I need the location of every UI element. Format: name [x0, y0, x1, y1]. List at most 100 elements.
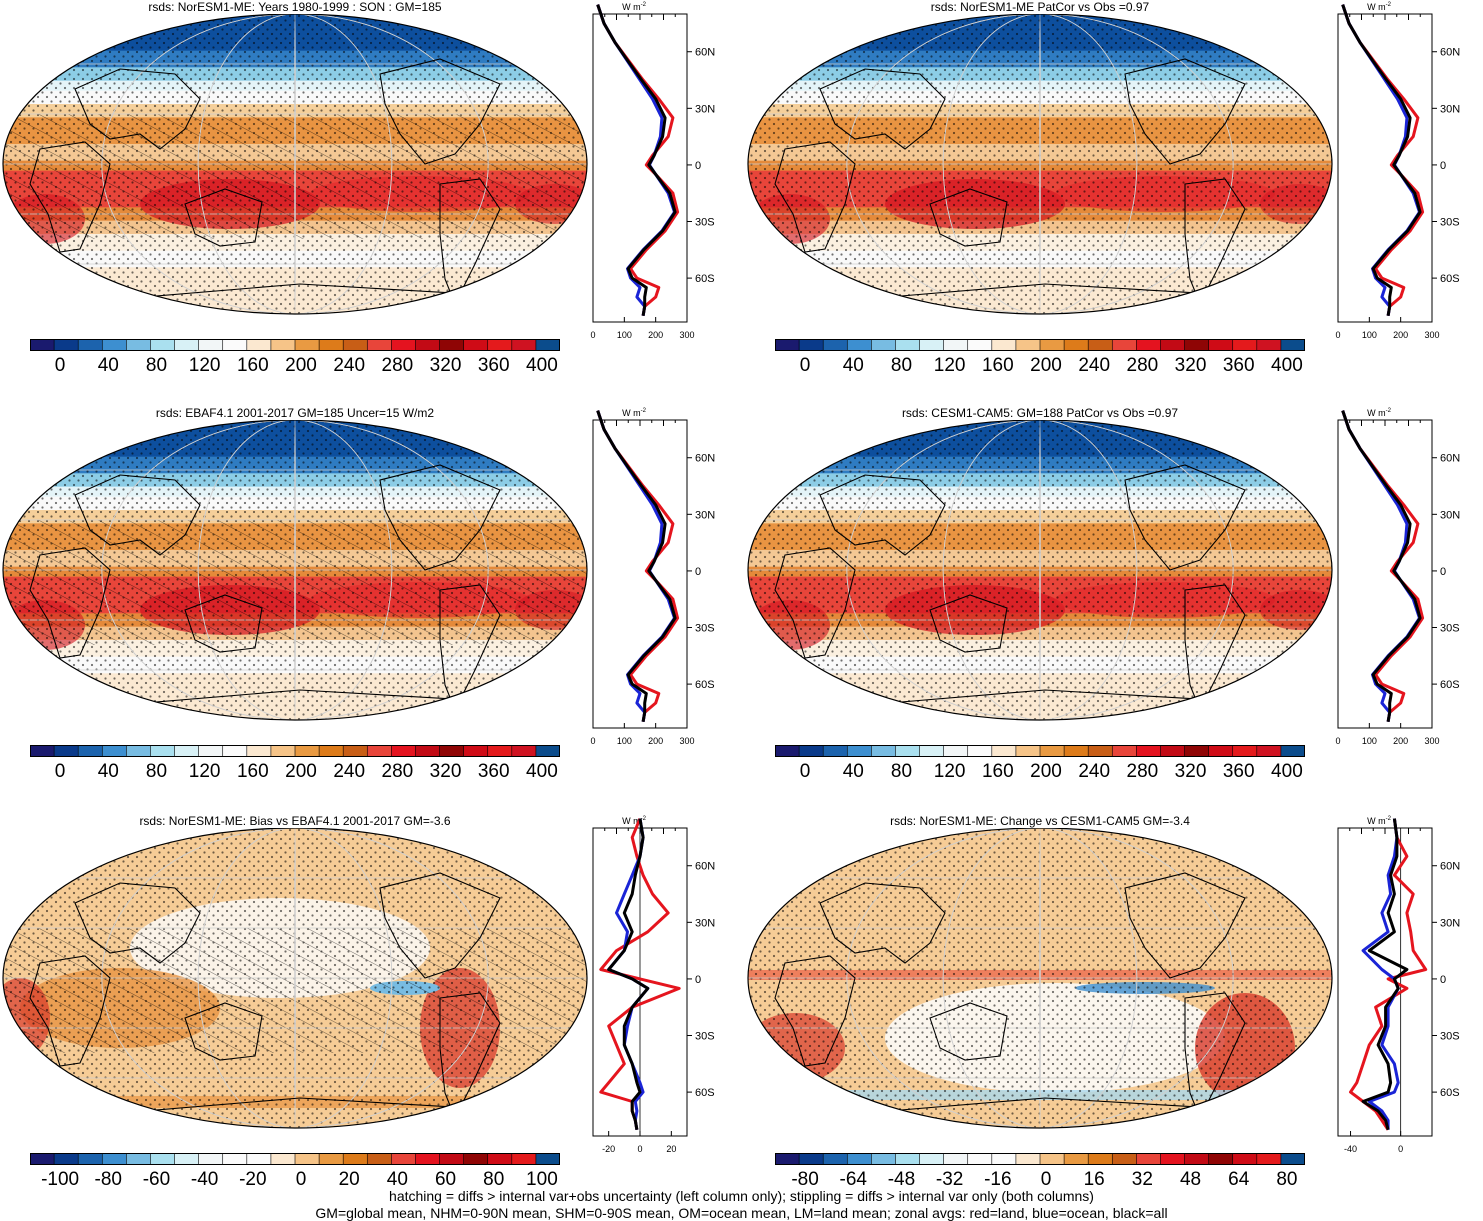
- map-plot: [747, 828, 1333, 1129]
- colorbar: [30, 1153, 560, 1165]
- zonal-land-line: [1349, 818, 1428, 1131]
- map-coastline: [439, 992, 501, 1120]
- map-border: [747, 420, 1333, 721]
- panel-nor-bias: rsds: NorESM1-ME: Bias vs EBAF4.1 2001-2…: [0, 814, 740, 1214]
- colorbar-swatch: [1111, 339, 1138, 351]
- colorbar-swatch: [439, 745, 465, 757]
- colorbar-swatch: [1160, 745, 1186, 757]
- colorbar-swatch: [246, 1153, 272, 1165]
- map-gridline: [197, 828, 393, 1128]
- map-coastline: [1124, 872, 1246, 979]
- colorbar-swatch: [775, 745, 800, 757]
- colorbar-swatch: [1280, 1153, 1305, 1165]
- map-hatching: [3, 114, 587, 239]
- colorbar-swatch: [463, 1153, 489, 1165]
- map-coastline: [1184, 178, 1246, 306]
- colorbar: [775, 745, 1305, 757]
- zonal-lat-label: 30N: [1440, 917, 1460, 929]
- colorbar-swatch: [511, 745, 537, 757]
- colorbar-label: 360: [477, 761, 510, 782]
- map-gridline: [294, 828, 296, 1128]
- zonal-x-label: 100: [1362, 330, 1377, 340]
- map-border: [2, 828, 588, 1129]
- colorbar-label: -40: [190, 1169, 219, 1190]
- colorbar-swatch: [342, 745, 369, 757]
- zonal-frame: [1337, 419, 1433, 729]
- map-field: [748, 420, 1332, 720]
- colorbar-swatch: [1280, 745, 1305, 757]
- colorbar-label: 200: [1030, 355, 1062, 376]
- colorbar-labels: -80 -64 -48 -32 -16 0 16 32 48 64 80: [775, 1169, 1305, 1195]
- zonal-mean-plot: W m-2 60N 30N 0 30S 60S 0 100 200 300: [590, 2, 715, 340]
- colorbar-label: 400: [1271, 355, 1303, 376]
- colorbar-label: 0: [799, 761, 811, 782]
- map-gridline: [846, 14, 1234, 314]
- colorbar-swatch: [53, 339, 79, 351]
- zonal-lat-label: 0: [1440, 160, 1446, 172]
- colorbar-swatch: [1063, 1153, 1089, 1165]
- zonal-units-label: W m-2: [1367, 2, 1391, 12]
- colorbar-label: -64: [839, 1169, 867, 1190]
- zonal-x-label: 200: [1393, 736, 1408, 746]
- colorbar-swatch: [511, 339, 537, 351]
- colorbar-label: 16: [1083, 1169, 1105, 1190]
- zonal-all-line: [607, 818, 650, 1131]
- map-border: [747, 14, 1333, 315]
- zonal-lat-label: 60N: [695, 861, 715, 873]
- colorbar-swatch: [846, 1153, 873, 1165]
- colorbar-label: 280: [1126, 761, 1159, 782]
- colorbar-label: 360: [1222, 355, 1255, 376]
- zonal-land-line: [596, 410, 680, 723]
- map-field: [3, 420, 587, 720]
- map-coastline: [29, 955, 111, 1067]
- colorbar-label: 200: [1030, 761, 1062, 782]
- colorbar: [30, 745, 560, 757]
- map-coastline: [929, 594, 1008, 653]
- colorbar-swatch: [1111, 745, 1138, 757]
- colorbar-swatch: [150, 745, 176, 757]
- zonal-units-superscript: -2: [1386, 816, 1392, 822]
- colorbar-swatch: [895, 339, 921, 351]
- map-border: [747, 828, 1333, 1129]
- colorbar-swatch: [1256, 745, 1282, 757]
- panel-title: rsds: EBAF4.1 2001-2017 GM=185 Uncer=15 …: [155, 406, 435, 420]
- zonal-lat-label: 30S: [1440, 217, 1460, 229]
- zonal-all-line: [596, 4, 677, 317]
- colorbar-swatch: [535, 745, 560, 757]
- colorbar-swatch: [222, 339, 248, 351]
- zonal-x-label: 0: [637, 1144, 642, 1154]
- colorbar-swatch: [174, 745, 200, 757]
- colorbar-swatch: [1160, 339, 1186, 351]
- colorbar-swatch: [1184, 745, 1210, 757]
- panel-title: rsds: NorESM1-ME: Change vs CESM1-CAM5 G…: [890, 814, 1190, 828]
- colorbar-swatch: [1232, 745, 1258, 757]
- colorbar-label: 20: [338, 1169, 360, 1190]
- zonal-ocean-line: [596, 4, 676, 317]
- colorbar-label: 160: [981, 761, 1014, 782]
- zonal-x-label: 200: [648, 736, 663, 746]
- zonal-frame: [592, 419, 688, 729]
- colorbar-swatch: [439, 339, 465, 351]
- zonal-lat-label: 30S: [695, 1031, 715, 1043]
- colorbar-swatch: [246, 339, 272, 351]
- colorbar-labels: 0 40 80 120 160 200 240 280 320 360 400: [775, 355, 1305, 381]
- colorbar-label: 280: [381, 761, 414, 782]
- colorbar-swatch: [487, 1153, 513, 1165]
- colorbar-label: 80: [890, 761, 913, 782]
- colorbar-labels: 0 40 80 120 160 200 240 280 320 360 400: [30, 761, 560, 787]
- colorbar-labels: 0 40 80 120 160 200 240 280 320 360 400: [30, 355, 560, 381]
- colorbar-label: 40: [97, 355, 119, 376]
- colorbar-label: 0: [799, 355, 811, 376]
- colorbar-label: 80: [483, 1169, 505, 1190]
- colorbar-label: 120: [188, 761, 221, 782]
- colorbar-swatch: [222, 1153, 248, 1165]
- colorbar-swatch: [871, 745, 897, 757]
- map-coastline: [379, 872, 501, 979]
- map-border: [2, 420, 588, 721]
- colorbar-swatch: [1232, 1153, 1258, 1165]
- zonal-x-label: 100: [1362, 736, 1377, 746]
- zonal-x-label: 300: [1424, 736, 1439, 746]
- colorbar-swatch: [101, 1153, 128, 1165]
- colorbar-swatch: [270, 339, 296, 351]
- map-coastline: [379, 58, 501, 165]
